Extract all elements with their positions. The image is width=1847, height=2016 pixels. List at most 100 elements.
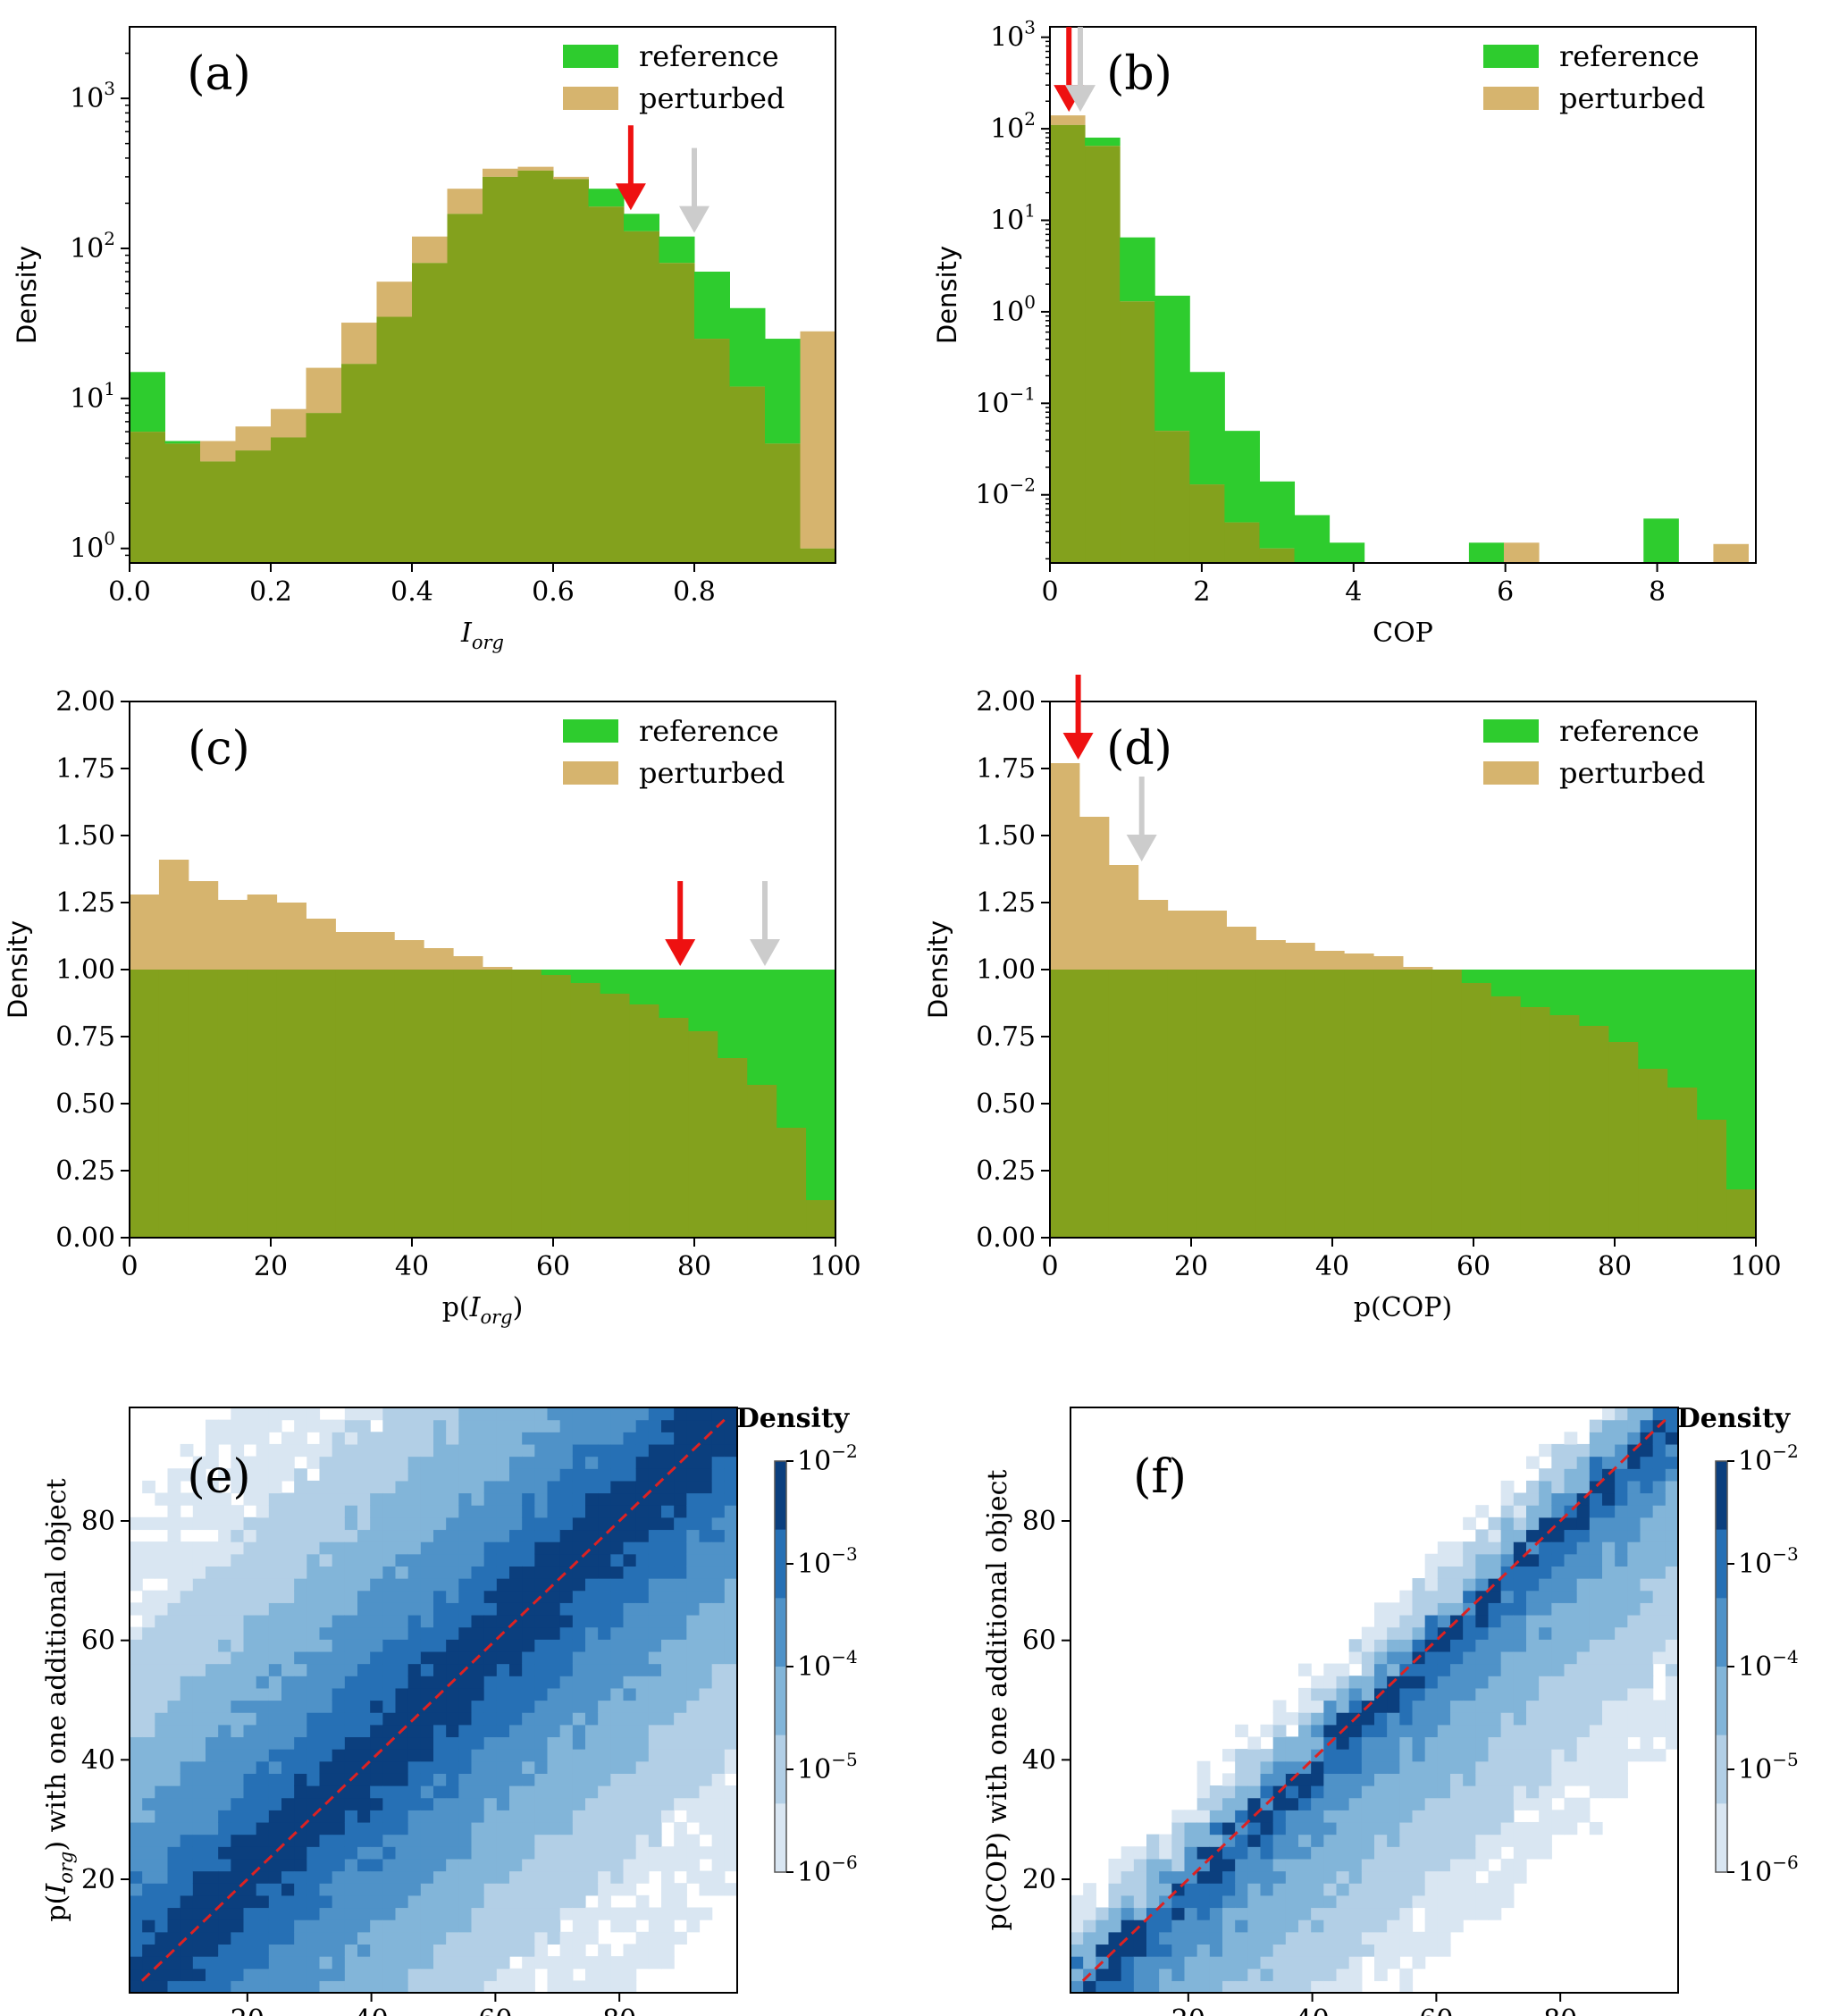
heatmap-cell [294, 1700, 307, 1713]
heatmap-cell [218, 1797, 231, 1810]
heatmap-cell [357, 1749, 371, 1762]
heatmap-cell [509, 1676, 523, 1689]
heatmap-cell [585, 1443, 599, 1457]
heatmap-cell [420, 1566, 434, 1579]
heatmap-cell [598, 1870, 611, 1884]
heatmap-cell [370, 1797, 383, 1810]
heatmap-cell [686, 1858, 701, 1872]
heatmap-cell [167, 1834, 181, 1847]
axes-frame [129, 1407, 738, 1994]
bar-reference [1697, 970, 1727, 1120]
heatmap-cell [1298, 1956, 1312, 1970]
heatmap-cell [1196, 1968, 1211, 1981]
heatmap-cell [483, 1505, 498, 1518]
heatmap-cell [1387, 1700, 1400, 1713]
heatmap-cell [572, 1883, 586, 1896]
heatmap-cell [686, 1870, 701, 1884]
heatmap-cell [547, 1432, 561, 1445]
heatmap-cell [256, 1480, 270, 1494]
heatmap-cell [1589, 1724, 1603, 1738]
heatmap-cell [167, 1505, 181, 1518]
heatmap-cell [1564, 1614, 1578, 1628]
heatmap-cell [547, 1907, 561, 1920]
heatmap-cell [142, 1760, 155, 1774]
heatmap-cell [1602, 1602, 1616, 1616]
heatmap-cell [256, 1773, 270, 1786]
heatmap-cell [1500, 1541, 1515, 1555]
heatmap-cell [306, 1773, 321, 1786]
heatmap-cell [1602, 1712, 1616, 1726]
heatmap-cell [180, 1516, 194, 1531]
heatmap-cell [1450, 1724, 1464, 1738]
heatmap-cell [699, 1760, 713, 1774]
heatmap-cell [1424, 1578, 1439, 1592]
y-tick-label: 1.00 [976, 954, 1036, 986]
heatmap-cell [382, 1834, 397, 1847]
heatmap-cell [130, 1749, 143, 1762]
heatmap-cell [1526, 1553, 1540, 1567]
heatmap-cell [306, 1931, 321, 1945]
heatmap-cell [1424, 1700, 1439, 1713]
heatmap-cell [1602, 1505, 1616, 1518]
heatmap-cell [1311, 1785, 1324, 1799]
heatmap-cell [471, 1468, 485, 1482]
heatmap-cell [370, 1443, 383, 1457]
heatmap-cell [382, 1516, 397, 1531]
heatmap-cell [699, 1602, 713, 1616]
heatmap-cell [1272, 1712, 1287, 1726]
bar-overlap [130, 432, 165, 563]
heatmap-cell [585, 1687, 599, 1701]
heatmap-cell [319, 1492, 333, 1506]
heatmap-cell [483, 1736, 498, 1750]
heatmap-cell [572, 1480, 586, 1494]
heatmap-cell [420, 1651, 434, 1665]
heatmap-cell [1323, 1968, 1338, 1981]
heatmap-cell [407, 1651, 422, 1665]
heatmap-cell [446, 1834, 459, 1847]
heatmap-cell [319, 1968, 333, 1981]
heatmap-cell [635, 1724, 650, 1738]
heatmap-cell [1272, 1944, 1287, 1957]
heatmap-cell [1184, 1968, 1198, 1981]
heatmap-cell [522, 1529, 535, 1542]
heatmap-cell [458, 1505, 473, 1518]
heatmap-cell [256, 1516, 270, 1531]
heatmap-cell [382, 1907, 397, 1920]
heatmap-cell [344, 1492, 358, 1506]
heatmap-cell [231, 1956, 245, 1970]
heatmap-cell [1247, 1749, 1262, 1762]
bar-reference [1579, 970, 1609, 1026]
heatmap-cell [661, 1432, 675, 1445]
heatmap-cell [1108, 1883, 1122, 1896]
heatmap-cell [231, 1651, 245, 1665]
heatmap-cell [256, 1931, 270, 1945]
heatmap-cell [1551, 1468, 1566, 1482]
heatmap-cell [1247, 1834, 1262, 1847]
heatmap-cell [1412, 1956, 1426, 1970]
heatmap-cell [1513, 1602, 1527, 1616]
heatmap-cell [1348, 1846, 1363, 1860]
heatmap-cell [522, 1553, 535, 1567]
heatmap-cell [1526, 1834, 1540, 1847]
heatmap-cell [420, 1797, 434, 1810]
heatmap-cell [1500, 1749, 1515, 1762]
heatmap-cell [623, 1432, 637, 1445]
heatmap-cell [395, 1894, 409, 1909]
y-tick-label: 0.00 [55, 1222, 115, 1254]
heatmap-cell [1551, 1663, 1566, 1676]
heatmap-cell [420, 1432, 434, 1445]
heatmap-cell [1665, 1566, 1679, 1579]
heatmap-cell [1513, 1870, 1527, 1884]
heatmap-cell [155, 1736, 169, 1750]
heatmap-cell [294, 1773, 307, 1786]
heatmap-cell [610, 1980, 625, 1994]
heatmap-cell [1108, 1907, 1122, 1920]
heatmap-cell [420, 1858, 434, 1872]
heatmap-cell [1463, 1639, 1476, 1652]
heatmap-cell [458, 1529, 473, 1542]
heatmap-cell [547, 1773, 561, 1786]
heatmap-cell [1285, 1894, 1299, 1909]
heatmap-cell [610, 1870, 625, 1884]
heatmap-cell [218, 1907, 231, 1920]
x-tick-label: 80 [602, 2004, 636, 2016]
